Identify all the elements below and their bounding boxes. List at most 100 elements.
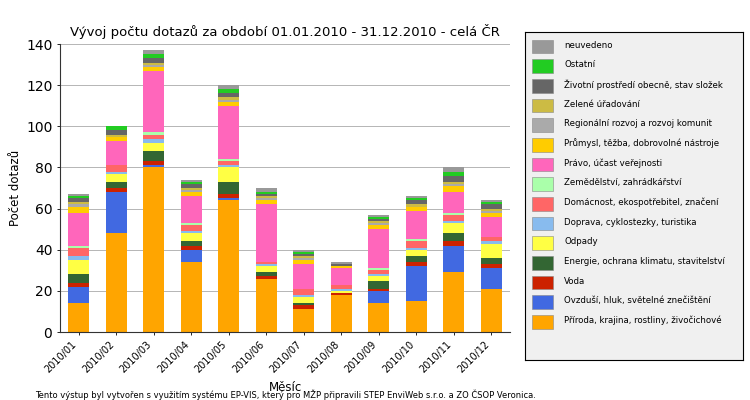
Bar xyxy=(293,295,314,297)
Bar xyxy=(68,274,89,283)
Bar xyxy=(256,196,277,198)
Bar xyxy=(256,194,277,196)
Text: Tento výstup byl vytvořen s využitím systému EP-VIS, který pro MŽP připravili ST: Tento výstup byl vytvořen s využitím sys… xyxy=(34,390,536,400)
Bar xyxy=(256,192,277,194)
Bar xyxy=(443,184,464,186)
Bar xyxy=(368,289,389,291)
Bar xyxy=(106,172,127,174)
Bar xyxy=(68,248,89,256)
Bar xyxy=(406,196,427,198)
Bar xyxy=(406,301,427,332)
Bar xyxy=(481,202,502,204)
Bar xyxy=(106,141,127,165)
Bar xyxy=(181,250,202,262)
Bar xyxy=(181,188,202,190)
Bar xyxy=(443,233,464,242)
Bar xyxy=(331,262,352,264)
Bar xyxy=(256,276,277,278)
Bar xyxy=(68,283,89,287)
FancyBboxPatch shape xyxy=(532,236,554,250)
Bar xyxy=(218,194,239,198)
Bar xyxy=(293,305,314,309)
Text: Ovzduší, hluk, světelné znečištění: Ovzduší, hluk, světelné znečištění xyxy=(564,296,711,306)
Bar xyxy=(368,270,389,274)
Bar xyxy=(331,289,352,291)
Bar xyxy=(406,262,427,266)
Bar xyxy=(443,215,464,221)
Bar xyxy=(218,161,239,165)
Bar xyxy=(481,264,502,268)
Bar xyxy=(68,260,89,274)
Bar xyxy=(143,64,164,67)
Bar xyxy=(406,248,427,250)
Bar xyxy=(331,285,352,289)
Bar xyxy=(481,289,502,332)
Bar xyxy=(443,186,464,192)
Bar xyxy=(218,200,239,332)
Bar xyxy=(143,143,164,151)
Bar xyxy=(331,293,352,295)
Bar xyxy=(68,204,89,206)
Bar xyxy=(293,260,314,264)
Text: Ostatní: Ostatní xyxy=(564,60,596,69)
Bar xyxy=(443,182,464,184)
Bar xyxy=(181,196,202,223)
Bar xyxy=(181,262,202,332)
Bar xyxy=(143,71,164,132)
Bar xyxy=(106,130,127,134)
Bar xyxy=(443,213,464,215)
Text: Zemědělství, zahrádkářství: Zemědělství, zahrádkářství xyxy=(564,178,682,187)
Bar xyxy=(293,250,314,252)
Bar xyxy=(181,184,202,188)
Bar xyxy=(406,240,427,242)
Bar xyxy=(368,303,389,332)
Bar xyxy=(481,217,502,237)
Bar xyxy=(218,93,239,98)
Bar xyxy=(443,221,464,223)
Bar xyxy=(443,176,464,182)
Bar xyxy=(331,268,352,285)
Bar xyxy=(406,266,427,301)
Bar xyxy=(181,182,202,184)
Bar xyxy=(368,221,389,223)
Bar xyxy=(406,198,427,200)
Bar xyxy=(256,278,277,332)
Bar xyxy=(181,190,202,192)
Bar xyxy=(293,289,314,295)
Bar xyxy=(443,172,464,176)
Bar xyxy=(106,126,127,130)
Bar xyxy=(368,223,389,225)
Text: Energie, ochrana klimatu, stavitelství: Energie, ochrana klimatu, stavitelství xyxy=(564,257,725,266)
FancyBboxPatch shape xyxy=(532,197,554,211)
Bar xyxy=(218,198,239,200)
Bar xyxy=(481,242,502,244)
Bar xyxy=(181,242,202,246)
FancyBboxPatch shape xyxy=(532,79,554,93)
Bar xyxy=(106,174,127,182)
Bar xyxy=(293,264,314,289)
Bar xyxy=(181,246,202,250)
Bar xyxy=(368,274,389,276)
Bar xyxy=(293,258,314,260)
Bar xyxy=(368,229,389,268)
Bar xyxy=(68,206,89,213)
FancyBboxPatch shape xyxy=(532,276,554,290)
Text: Příroda, krajina, rostliny, živočichové: Příroda, krajina, rostliny, živočichové xyxy=(564,316,722,325)
Bar xyxy=(106,233,127,332)
Bar xyxy=(68,194,89,196)
Bar xyxy=(256,272,277,276)
Bar xyxy=(143,132,164,134)
Bar xyxy=(406,211,427,240)
Bar xyxy=(368,291,389,303)
Bar xyxy=(68,202,89,204)
Bar xyxy=(106,192,127,233)
Bar xyxy=(68,256,89,260)
Bar xyxy=(256,204,277,262)
FancyBboxPatch shape xyxy=(532,40,554,53)
Bar xyxy=(218,89,239,93)
Bar xyxy=(181,223,202,225)
Bar xyxy=(181,233,202,242)
Bar xyxy=(181,180,202,182)
Text: Průmysl, těžba, dobrovolné nástroje: Průmysl, těžba, dobrovolné nástroje xyxy=(564,138,719,148)
Bar xyxy=(143,161,164,165)
